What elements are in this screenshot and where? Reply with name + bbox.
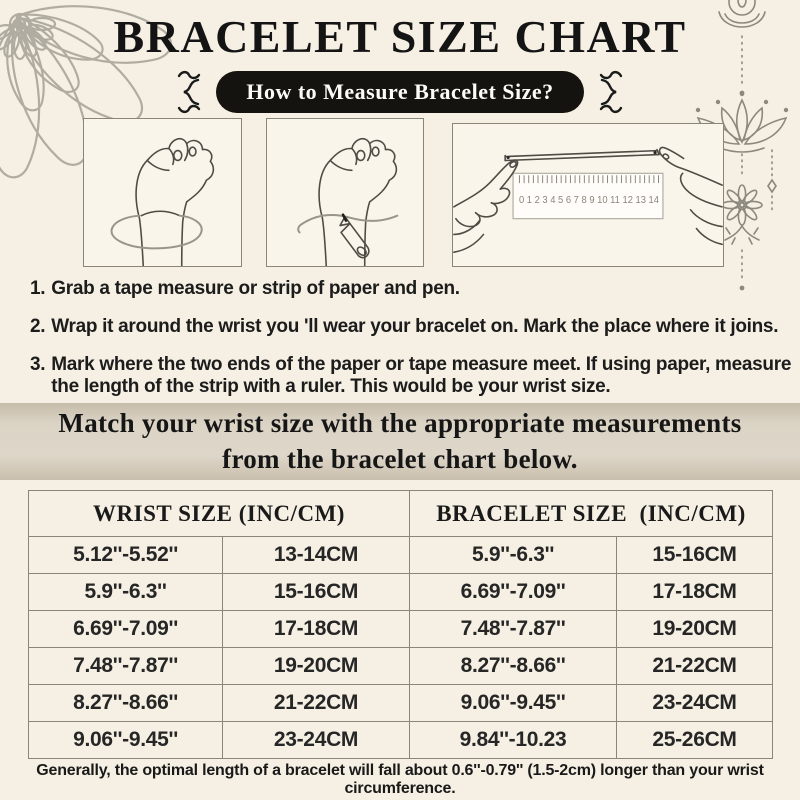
- instructions-list: 1. Grab a tape measure or strip of paper…: [30, 278, 796, 414]
- step-text: Mark where the two ends of the paper or …: [51, 353, 792, 398]
- step-number: 1.: [30, 278, 46, 299]
- flourish-left-icon: [178, 70, 201, 114]
- table-row: 9.06''-9.45'' 23-24CM 9.84''-10.23 25-26…: [28, 721, 773, 759]
- wrist-inch-cell: 6.69''-7.09'': [28, 610, 223, 648]
- bracelet-inch-cell: 7.48''-7.87'': [409, 610, 617, 648]
- wrist-size-header: WRIST SIZE (INC/CM): [28, 490, 410, 537]
- bracelet-inch-cell: 5.9''-6.3'': [409, 536, 617, 574]
- illustration-hands-ruler-strip: 0 1 2 3 4 5 6 7 8 9 10 11 12 13 14: [452, 123, 724, 267]
- wrist-cm-cell: 13-14CM: [222, 536, 410, 574]
- wrist-inch-cell: 9.06''-9.45'': [28, 721, 223, 759]
- wrist-inch-cell: 8.27''-8.66'': [28, 684, 223, 722]
- bracelet-inch-cell: 8.27''-8.66'': [409, 647, 617, 685]
- banner-text: Match your wrist size with the appropria…: [58, 407, 742, 474]
- illustration-hand-marking-pen: [266, 118, 424, 267]
- illustration-hand-with-tape: [83, 118, 242, 267]
- table-row: 5.9''-6.3'' 15-16CM 6.69''-7.09'' 17-18C…: [28, 573, 773, 611]
- step-number: 2.: [30, 315, 46, 337]
- step-text: Wrap it around the wrist you 'll wear yo…: [51, 315, 779, 337]
- bracelet-inch-cell: 9.06''-9.45'': [409, 684, 617, 722]
- page-title: BRACELET SIZE CHART: [113, 11, 687, 62]
- instruction-step-1: 1. Grab a tape measure or strip of paper…: [30, 278, 796, 301]
- step-text: Grab a tape measure or strip of paper an…: [51, 278, 460, 299]
- bracelet-inch-cell: 6.69''-7.09'': [409, 573, 617, 611]
- wrist-cm-cell: 23-24CM: [222, 721, 410, 759]
- footer-note: Generally, the optimal length of a brace…: [36, 762, 764, 797]
- bracelet-cm-cell: 19-20CM: [616, 610, 773, 648]
- size-chart-table: WRIST SIZE (INC/CM) BRACELET SIZE (INC/C…: [28, 490, 773, 759]
- step-number: 3.: [30, 353, 46, 375]
- how-to-measure-badge: How to Measure Bracelet Size?: [216, 71, 584, 113]
- bracelet-cm-cell: 21-22CM: [616, 647, 773, 685]
- table-row: 8.27''-8.66'' 21-22CM 9.06''-9.45'' 23-2…: [28, 684, 773, 722]
- table-row: 7.48''-7.87'' 19-20CM 8.27''-8.66'' 21-2…: [28, 647, 773, 685]
- wrist-cm-cell: 21-22CM: [222, 684, 410, 722]
- table-header-row: WRIST SIZE (INC/CM) BRACELET SIZE (INC/C…: [28, 490, 773, 537]
- wrist-inch-cell: 5.12''-5.52'': [28, 536, 223, 574]
- wrist-cm-cell: 15-16CM: [222, 573, 410, 611]
- table-row: 6.69''-7.09'' 17-18CM 7.48''-7.87'' 19-2…: [28, 610, 773, 648]
- bracelet-cm-cell: 17-18CM: [616, 573, 773, 611]
- flourish-right-icon: [599, 70, 622, 114]
- ruler-numbers: 0 1 2 3 4 5 6 7 8 9 10 11 12 13 14: [519, 195, 660, 206]
- wrist-inch-cell: 7.48''-7.87'': [28, 647, 223, 685]
- wrist-cm-cell: 17-18CM: [222, 610, 410, 648]
- bracelet-size-header: BRACELET SIZE (INC/CM): [409, 490, 773, 537]
- match-size-banner: Match your wrist size with the appropria…: [0, 403, 800, 480]
- instruction-step-2: 2. Wrap it around the wrist you 'll wear…: [30, 316, 796, 339]
- bracelet-cm-cell: 25-26CM: [616, 721, 773, 759]
- bracelet-inch-cell: 9.84''-10.23: [409, 721, 617, 759]
- badge-row: How to Measure Bracelet Size?: [0, 68, 800, 116]
- wrist-inch-cell: 5.9''-6.3'': [28, 573, 223, 611]
- bracelet-cm-cell: 23-24CM: [616, 684, 773, 722]
- instruction-step-3: 3. Mark where the two ends of the paper …: [30, 354, 796, 400]
- bracelet-cm-cell: 15-16CM: [616, 536, 773, 574]
- wrist-cm-cell: 19-20CM: [222, 647, 410, 685]
- table-row: 5.12''-5.52'' 13-14CM 5.9''-6.3'' 15-16C…: [28, 536, 773, 574]
